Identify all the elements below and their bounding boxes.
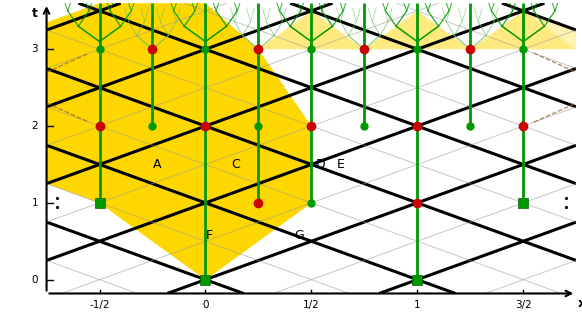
- Polygon shape: [523, 11, 576, 49]
- Text: x: x: [579, 297, 582, 310]
- Text: C: C: [231, 158, 240, 171]
- Polygon shape: [258, 11, 364, 49]
- Text: G: G: [294, 229, 304, 241]
- Polygon shape: [364, 11, 470, 49]
- Text: 1: 1: [31, 198, 38, 208]
- Text: t: t: [32, 7, 38, 20]
- Polygon shape: [47, 11, 152, 49]
- Text: F: F: [205, 229, 212, 241]
- Text: A: A: [152, 158, 161, 171]
- Text: 0: 0: [202, 300, 209, 310]
- Text: 1/2: 1/2: [303, 300, 320, 310]
- Polygon shape: [47, 3, 311, 280]
- Text: 3/2: 3/2: [515, 300, 531, 310]
- Polygon shape: [470, 11, 576, 49]
- Text: E: E: [337, 158, 345, 171]
- Polygon shape: [100, 126, 311, 280]
- Polygon shape: [152, 11, 258, 49]
- Text: 1: 1: [414, 300, 421, 310]
- Text: 2: 2: [31, 121, 38, 131]
- Text: 0: 0: [31, 275, 38, 285]
- Text: D: D: [315, 158, 325, 171]
- Text: 3: 3: [31, 44, 38, 54]
- Polygon shape: [47, 11, 152, 49]
- Text: -1/2: -1/2: [89, 300, 110, 310]
